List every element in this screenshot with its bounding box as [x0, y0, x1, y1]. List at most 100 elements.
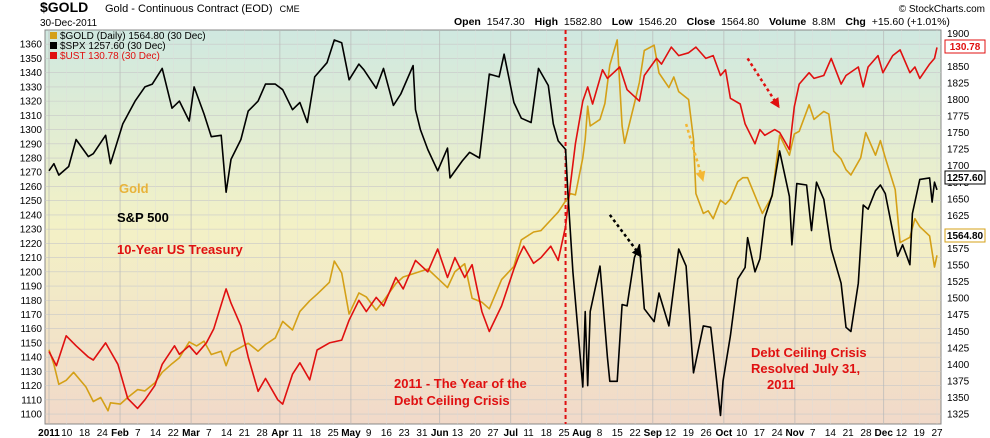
annotation-ust: 10-Year US Treasury — [117, 242, 244, 257]
x-tick-label: 28 — [860, 428, 872, 438]
left-y-tick: 1320 — [20, 97, 43, 108]
right-y-tick: 1725 — [947, 145, 970, 156]
x-tick-label: 7 — [135, 428, 141, 438]
annotation-debt-year-1: 2011 - The Year of the — [394, 376, 527, 391]
x-tick-label: Nov — [785, 428, 804, 438]
x-tick-label: 11 — [523, 428, 534, 438]
x-tick-label: 10 — [61, 428, 73, 438]
trend-arrow-line — [684, 123, 705, 182]
last-value-spx: 1257.60 — [947, 173, 984, 184]
x-tick-label: 12 — [896, 428, 908, 438]
x-tick-label: 19 — [683, 428, 695, 438]
left-y-tick: 1200 — [20, 267, 43, 278]
x-tick-label: 12 — [665, 428, 677, 438]
legend-swatch-ust — [50, 52, 57, 59]
x-tick-label: 9 — [366, 428, 372, 438]
high-value: 1582.80 — [564, 16, 602, 28]
x-tick-label: Mar — [182, 428, 200, 438]
right-y-tick: 1700 — [947, 161, 970, 172]
right-y-tick: 1350 — [947, 393, 970, 404]
header-ohlc: Open 1547.30 High 1582.80 Low 1546.20 Cl… — [454, 16, 950, 28]
high-label: High — [535, 16, 558, 28]
x-tick-label: Aug — [572, 428, 591, 438]
left-y-tick: 1210 — [20, 253, 43, 264]
annotation-resolved-1: Debt Ceiling Crisis — [751, 345, 867, 360]
header-exchange: CME — [280, 4, 300, 14]
annotation-spx: S&P 500 — [117, 210, 169, 225]
x-tick-label: 7 — [206, 428, 212, 438]
x-tick-label: 27 — [487, 428, 499, 438]
series-line-gold-daily — [48, 39, 938, 412]
x-tick-label: 24 — [97, 428, 109, 438]
left-y-tick: 1100 — [20, 410, 42, 421]
close-value: 1564.80 — [721, 16, 759, 28]
annotation-debt-year-2: Debt Ceiling Crisis — [394, 393, 510, 408]
left-y-tick: 1300 — [20, 125, 43, 136]
volume-label: Volume — [769, 16, 806, 28]
legend-swatch-gold — [50, 32, 57, 39]
right-y-tick: 1625 — [947, 211, 970, 222]
header-name-text: Gold - Continuous Contract (EOD) — [105, 3, 273, 15]
right-y-tick: 1850 — [947, 62, 970, 73]
header-symbol: $GOLD — [40, 0, 88, 15]
series-layer — [48, 39, 938, 417]
right-y-tick: 1900 — [947, 29, 970, 40]
legend-gold: $GOLD (Daily) 1564.80 (30 Dec) — [60, 31, 206, 42]
right-y-tick: 1375 — [947, 376, 970, 387]
right-y-tick: 1575 — [947, 244, 970, 255]
grid — [45, 30, 941, 424]
x-tick-label: 23 — [399, 428, 411, 438]
last-value-tag-gold: 1564.80 — [944, 228, 986, 243]
x-tick-label: 17 — [754, 428, 766, 438]
x-tick-label: 11 — [292, 428, 303, 438]
x-tick-label: 31 — [416, 428, 428, 438]
x-tick-label: Feb — [111, 428, 129, 438]
left-y-axis: 1100 1110 1120 1130 1140 1150 1160 1170 1180 1190… — [20, 40, 43, 421]
left-y-tick: 1260 — [20, 182, 43, 193]
left-y-tick: 1350 — [20, 54, 43, 65]
trend-arrow-head — [631, 246, 642, 258]
left-y-tick: 1170 — [20, 310, 42, 321]
right-y-tick: 1475 — [947, 310, 970, 321]
x-tick-label: Jul — [504, 428, 519, 438]
low-label: Low — [612, 16, 634, 28]
trend-arrow-head — [769, 97, 780, 109]
x-tick-label: 14 — [825, 428, 837, 438]
left-y-tick: 1140 — [20, 353, 42, 364]
left-y-tick: 1290 — [20, 139, 43, 150]
left-y-tick: 1130 — [20, 367, 42, 378]
open-label: Open — [454, 16, 481, 28]
x-tick-label: 15 — [612, 428, 624, 438]
x-tick-label: Apr — [271, 428, 288, 438]
annotation-gold: Gold — [119, 181, 149, 196]
annotation-resolved-3: 2011 — [767, 377, 795, 392]
right-y-tick: 1325 — [947, 410, 970, 421]
left-y-tick: 1230 — [20, 225, 43, 236]
x-tick-label: 18 — [79, 428, 91, 438]
header-date: 30-Dec-2011 — [40, 18, 98, 29]
left-y-tick: 1240 — [20, 210, 43, 221]
open-value: 1547.30 — [487, 16, 525, 28]
left-y-tick: 1330 — [20, 82, 43, 93]
x-tick-label: 8 — [597, 428, 603, 438]
right-y-tick: 1400 — [947, 360, 970, 371]
last-value-tag-spx: 1257.60 — [944, 170, 986, 185]
trend-arrow-head — [695, 170, 706, 182]
close-label: Close — [687, 16, 716, 28]
last-value-tag-ust: 130.78 — [944, 39, 986, 54]
left-y-tick: 1160 — [20, 324, 42, 335]
right-y-tick: 1525 — [947, 277, 970, 288]
trend-arrows — [608, 57, 781, 259]
x-tick-label: 16 — [381, 428, 393, 438]
legend-spx: $SPX 1257.60 (30 Dec) — [60, 41, 166, 52]
x-tick-label: 18 — [310, 428, 322, 438]
right-y-tick: 1800 — [947, 95, 970, 106]
low-value: 1546.20 — [639, 16, 677, 28]
annotation-resolved-2: Resolved July 31, — [751, 361, 860, 376]
right-y-tick: 1450 — [947, 327, 970, 338]
x-tick-label: 20 — [470, 428, 482, 438]
series-line-ust — [48, 46, 938, 410]
left-y-tick: 1250 — [20, 196, 43, 207]
x-tick-label: Oct — [716, 428, 733, 438]
